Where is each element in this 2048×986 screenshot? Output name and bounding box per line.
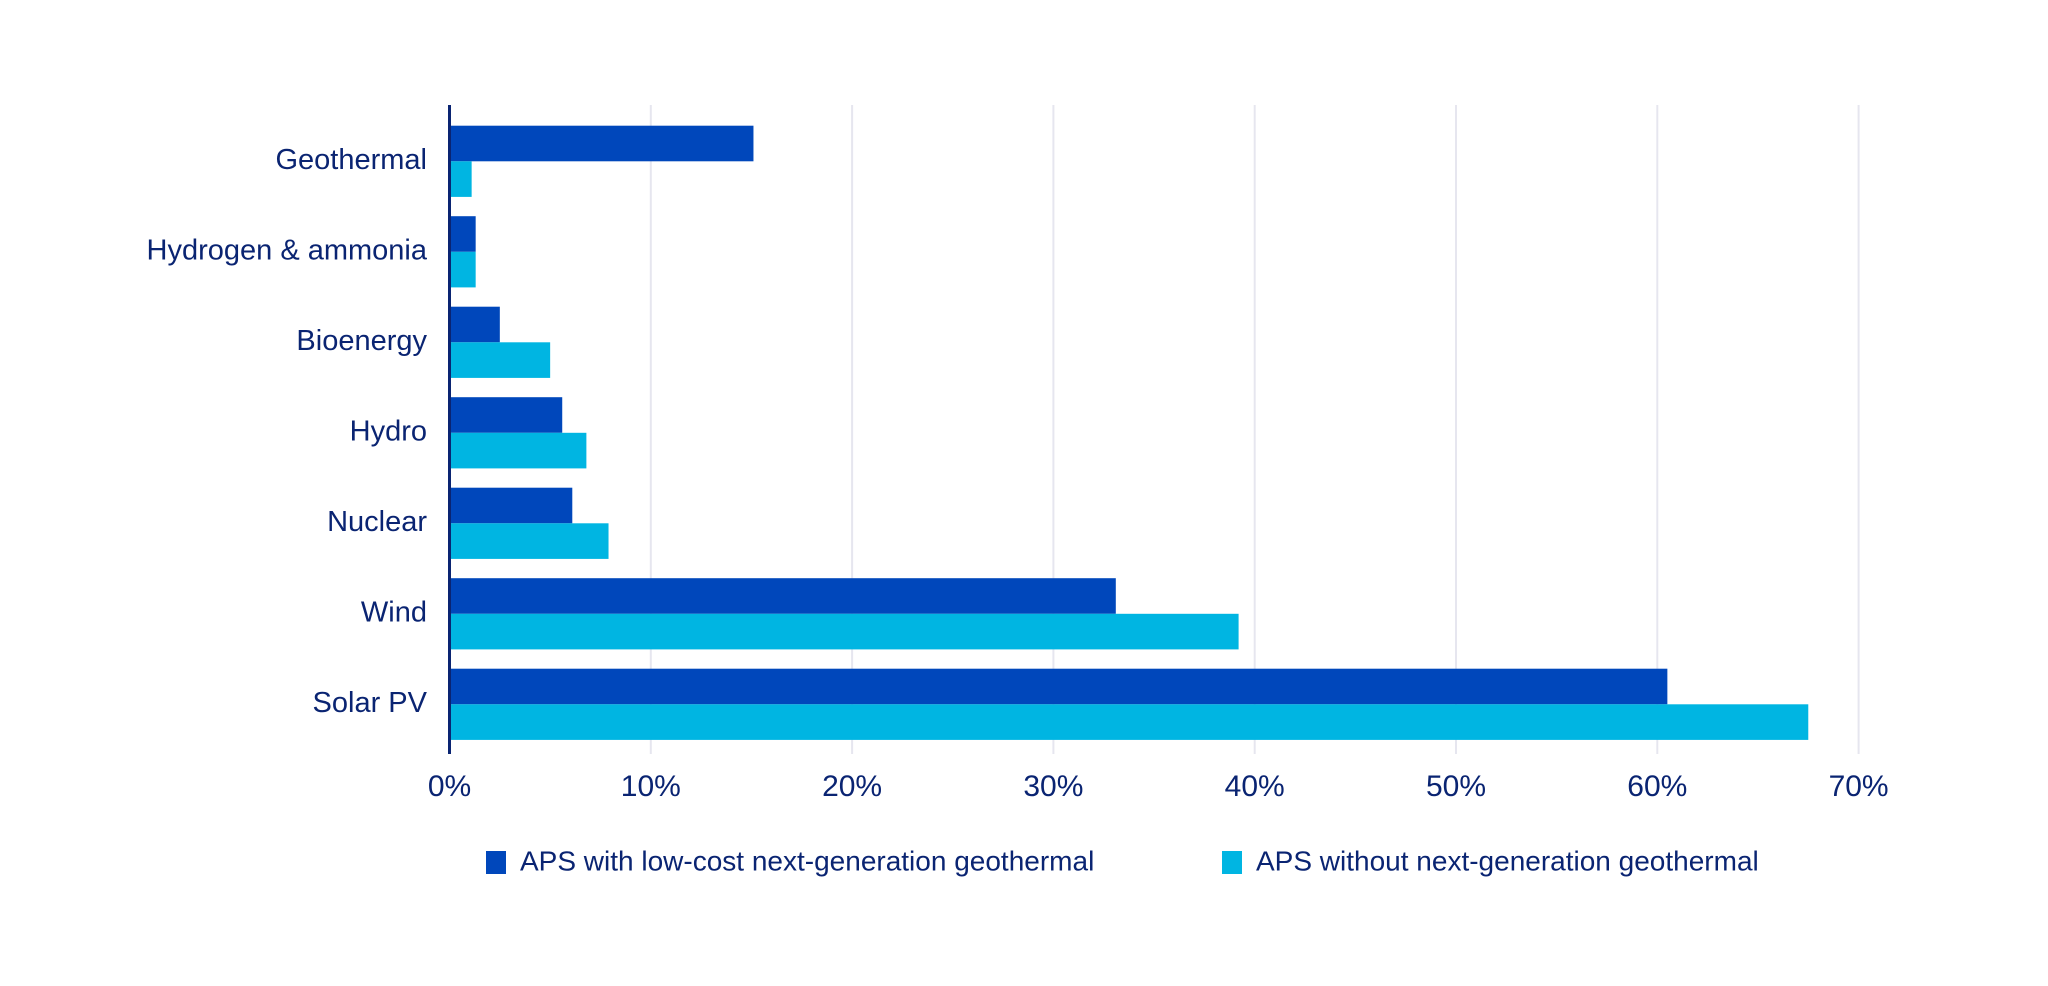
x-tick-labels: 0% 10% 20% 30% 40% 50% 60% 70% — [428, 770, 1889, 803]
x-tick-label: 60% — [1627, 770, 1687, 803]
bar-without-geothermal — [449, 704, 1809, 740]
category-label: Solar PV — [313, 687, 428, 719]
x-tick-label: 10% — [621, 770, 681, 803]
bar-with-geothermal — [449, 487, 573, 524]
gridlines — [649, 105, 1860, 754]
legend-swatch — [1222, 851, 1242, 874]
bar-with-geothermal — [449, 668, 1668, 705]
legend: APS with low-cost next-generation geothe… — [486, 845, 1759, 876]
legend-label: APS without next-generation geothermal — [1256, 845, 1759, 876]
bar-with-geothermal — [449, 397, 563, 433]
category-label: Hydro — [350, 415, 427, 447]
category-label: Geothermal — [275, 144, 427, 176]
x-tick-label: 40% — [1225, 770, 1285, 803]
bar-with-geothermal — [449, 578, 1116, 614]
x-tick-label: 50% — [1426, 770, 1486, 803]
bar-with-geothermal — [449, 306, 500, 343]
legend-swatch — [486, 851, 506, 874]
bar-without-geothermal — [449, 342, 551, 378]
category-label: Bioenergy — [296, 325, 427, 357]
category-label: Nuclear — [327, 506, 427, 538]
legend-item: APS with low-cost next-generation geothe… — [486, 845, 1094, 876]
x-tick-label: 30% — [1023, 770, 1083, 803]
bar-with-geothermal — [449, 216, 476, 252]
bar-without-geothermal — [449, 251, 476, 288]
x-tick-label: 70% — [1829, 770, 1889, 803]
legend-item: APS without next-generation geothermal — [1222, 845, 1759, 876]
category-labels: Geothermal Hydrogen & ammonia Bioenergy Hyd… — [147, 144, 428, 719]
x-tick-label: 20% — [822, 770, 882, 803]
bar-without-geothermal — [449, 613, 1239, 650]
category-label: Hydrogen & ammonia — [147, 234, 428, 266]
bar-without-geothermal — [449, 161, 472, 197]
legend-label: APS with low-cost next-generation geothe… — [520, 845, 1094, 876]
bar-without-geothermal — [449, 432, 587, 469]
bar-with-geothermal — [449, 125, 754, 162]
category-label: Wind — [361, 596, 427, 628]
x-tick-label: 0% — [428, 770, 471, 803]
bar-without-geothermal — [449, 523, 609, 559]
bars — [449, 125, 1809, 740]
